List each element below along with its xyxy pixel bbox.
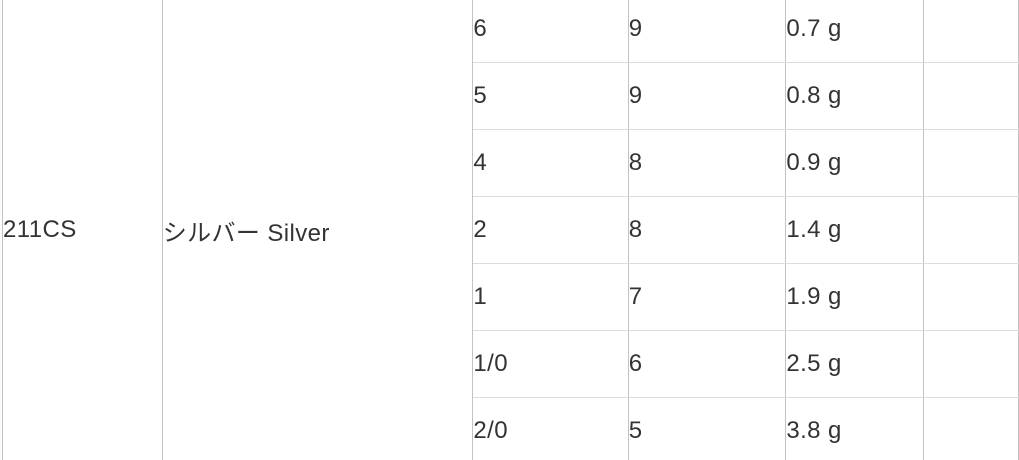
table-row: 5 9 0.8 g [3,62,1019,130]
color-cell: シルバー Silver [161,0,474,460]
table-row: 2 8 1.4 g [3,196,1019,264]
table-row: 1 7 1.9 g [3,263,1019,331]
cropped-edge-cell [922,129,1019,197]
weight-cell: 1.4 g [785,196,924,264]
count-cell: 6 [627,330,787,398]
cropped-edge-cell [922,62,1019,130]
table-row: 4 8 0.9 g [3,129,1019,197]
model-cell: 211CS [2,0,163,460]
size-cell: 2/0 [472,397,629,460]
size-cell: 1 [472,263,629,331]
size-cell: 2 [472,196,629,264]
weight-cell: 1.9 g [785,263,924,331]
size-cell: 6 [472,0,629,63]
size-cell: 1/0 [472,330,629,398]
size-cell: 5 [472,62,629,130]
cropped-edge-cell [922,330,1019,398]
weight-cell: 0.8 g [785,62,924,130]
count-cell: 8 [627,129,787,197]
count-cell: 5 [627,397,787,460]
weight-cell: 0.7 g [785,0,924,63]
cropped-edge-cell [922,263,1019,331]
weight-cell: 0.9 g [785,129,924,197]
table-row: 2/0 5 3.8 g [3,397,1019,460]
count-cell: 8 [627,196,787,264]
count-cell: 9 [627,62,787,130]
weight-cell: 2.5 g [785,330,924,398]
cropped-edge-cell [922,0,1019,63]
count-cell: 9 [627,0,787,63]
table-row: 1/0 6 2.5 g [3,330,1019,398]
weight-cell: 3.8 g [785,397,924,460]
count-cell: 7 [627,263,787,331]
size-cell: 4 [472,129,629,197]
cropped-edge-cell [922,196,1019,264]
cropped-edge-cell [922,397,1019,460]
